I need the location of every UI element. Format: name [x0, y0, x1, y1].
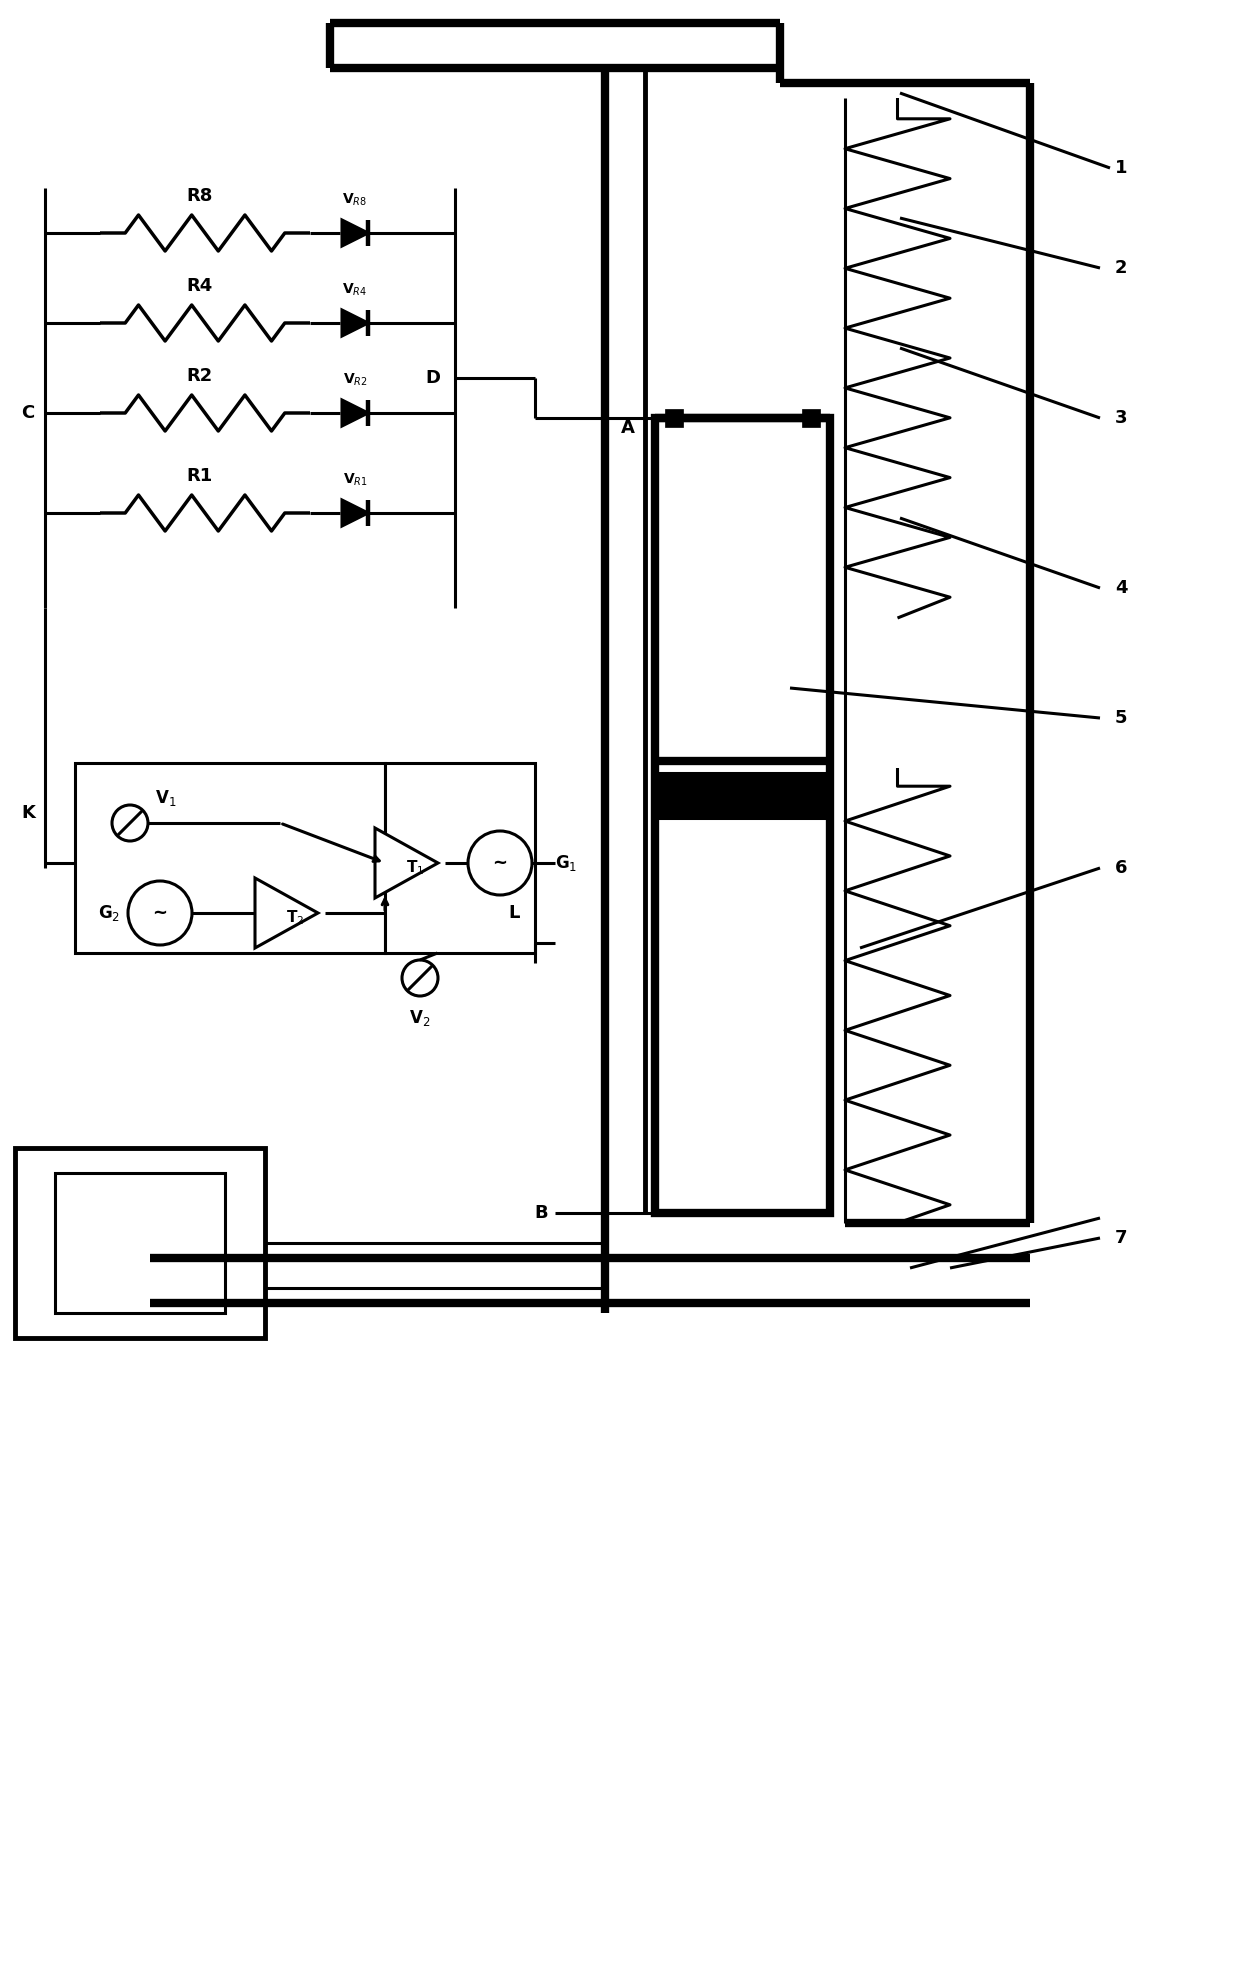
Text: K: K: [21, 805, 35, 823]
Bar: [655, 417, 830, 1212]
Bar: [802, 409, 820, 427]
Text: 7: 7: [1115, 1228, 1127, 1248]
Text: 3: 3: [1115, 409, 1127, 427]
Text: V$_1$: V$_1$: [155, 787, 176, 809]
Polygon shape: [342, 220, 368, 246]
Text: R4: R4: [187, 277, 213, 295]
Polygon shape: [342, 400, 368, 425]
Bar: [655, 773, 830, 819]
Text: B: B: [534, 1204, 548, 1222]
Text: G$_1$: G$_1$: [556, 852, 577, 874]
Text: V$_{R2}$: V$_{R2}$: [342, 372, 367, 388]
Text: V$_2$: V$_2$: [409, 1008, 430, 1027]
Text: T$_1$: T$_1$: [405, 858, 424, 878]
Bar: [384, 764, 534, 953]
Text: ~: ~: [153, 903, 167, 921]
Text: A: A: [621, 419, 635, 437]
Bar: [55, 1173, 224, 1313]
Text: V$_{R4}$: V$_{R4}$: [342, 281, 367, 297]
Text: C: C: [21, 403, 35, 421]
Polygon shape: [255, 878, 317, 949]
Text: 4: 4: [1115, 579, 1127, 596]
Text: R8: R8: [187, 187, 213, 205]
Text: T$_2$: T$_2$: [286, 909, 304, 927]
Bar: [15, 1147, 265, 1338]
Bar: [74, 764, 384, 953]
Text: 1: 1: [1115, 159, 1127, 177]
Bar: [665, 409, 683, 427]
Text: L: L: [508, 903, 520, 921]
Text: D: D: [425, 368, 440, 388]
Polygon shape: [374, 829, 438, 897]
Text: G$_2$: G$_2$: [98, 903, 120, 923]
Text: V$_{R8}$: V$_{R8}$: [342, 191, 367, 209]
Polygon shape: [342, 311, 368, 337]
Text: V$_{R1}$: V$_{R1}$: [342, 472, 367, 488]
Text: 5: 5: [1115, 708, 1127, 726]
Text: R1: R1: [187, 466, 213, 484]
Text: 6: 6: [1115, 858, 1127, 878]
Text: ~: ~: [492, 854, 507, 872]
Text: 2: 2: [1115, 260, 1127, 277]
Polygon shape: [342, 500, 368, 525]
Text: R2: R2: [187, 366, 213, 386]
